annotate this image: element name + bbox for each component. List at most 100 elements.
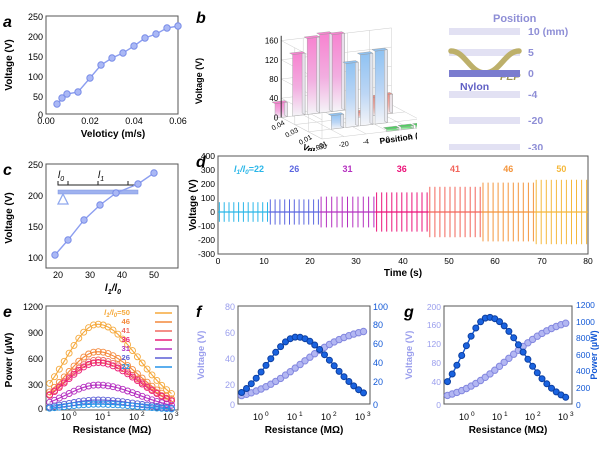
svg-text:0: 0 bbox=[265, 411, 269, 418]
svg-text:0: 0 bbox=[436, 400, 441, 410]
svg-text:10: 10 bbox=[525, 412, 535, 422]
svg-text:1: 1 bbox=[107, 411, 111, 418]
svg-text:100: 100 bbox=[28, 253, 43, 263]
svg-text:0.03: 0.03 bbox=[284, 127, 299, 140]
svg-text:l1: l1 bbox=[98, 170, 104, 183]
svg-text:10: 10 bbox=[95, 412, 105, 422]
svg-text:10: 10 bbox=[459, 412, 469, 422]
svg-text:40: 40 bbox=[398, 256, 408, 266]
svg-text:-20: -20 bbox=[338, 141, 349, 149]
svg-text:20: 20 bbox=[225, 380, 235, 390]
svg-text:l1/l0=22: l1/l0=22 bbox=[234, 164, 264, 176]
svg-text:10: 10 bbox=[61, 412, 71, 422]
svg-text:Voltage (V): Voltage (V) bbox=[188, 179, 199, 230]
svg-text:5: 5 bbox=[528, 47, 534, 59]
svg-text:1: 1 bbox=[504, 411, 508, 418]
svg-text:-4: -4 bbox=[528, 89, 537, 101]
svg-text:Time (s): Time (s) bbox=[384, 268, 422, 279]
svg-text:80: 80 bbox=[373, 320, 383, 330]
svg-text:50: 50 bbox=[444, 256, 454, 266]
svg-text:-30: -30 bbox=[528, 142, 543, 150]
svg-text:l1/l0: l1/l0 bbox=[105, 283, 121, 296]
svg-text:-300: -300 bbox=[198, 249, 215, 259]
svg-text:Position (mm): Position (mm) bbox=[379, 128, 417, 146]
svg-text:36: 36 bbox=[122, 335, 130, 344]
svg-text:40: 40 bbox=[225, 354, 235, 364]
svg-text:Position: Position bbox=[493, 13, 537, 25]
svg-text:80: 80 bbox=[583, 256, 593, 266]
svg-text:0: 0 bbox=[73, 411, 77, 418]
svg-text:10: 10 bbox=[492, 412, 502, 422]
svg-text:41: 41 bbox=[450, 164, 460, 174]
svg-text:46: 46 bbox=[503, 164, 513, 174]
svg-text:80: 80 bbox=[269, 75, 278, 84]
svg-text:50: 50 bbox=[33, 92, 43, 102]
svg-text:0: 0 bbox=[373, 400, 378, 410]
svg-text:Resistance (MΩ): Resistance (MΩ) bbox=[469, 425, 548, 436]
svg-text:Veloticy (m/s): Veloticy (m/s) bbox=[81, 129, 145, 140]
svg-text:20: 20 bbox=[373, 377, 383, 387]
svg-text:0: 0 bbox=[230, 400, 235, 410]
svg-text:0: 0 bbox=[216, 256, 221, 266]
svg-text:1200: 1200 bbox=[576, 300, 595, 310]
svg-text:60: 60 bbox=[373, 339, 383, 349]
svg-text:2: 2 bbox=[141, 411, 145, 418]
svg-text:Voltage (V): Voltage (V) bbox=[196, 331, 207, 380]
svg-text:200: 200 bbox=[28, 32, 43, 42]
svg-text:3: 3 bbox=[367, 411, 371, 418]
svg-text:120: 120 bbox=[265, 56, 279, 65]
svg-text:600: 600 bbox=[28, 354, 43, 364]
svg-text:10: 10 bbox=[253, 412, 263, 422]
svg-text:200: 200 bbox=[576, 383, 590, 393]
svg-text:40: 40 bbox=[117, 270, 127, 280]
svg-text:0.02: 0.02 bbox=[81, 116, 99, 126]
svg-text:10 (mm): 10 (mm) bbox=[528, 26, 568, 38]
svg-text:20: 20 bbox=[305, 256, 315, 266]
svg-text:70: 70 bbox=[537, 256, 547, 266]
svg-text:0: 0 bbox=[38, 404, 43, 414]
svg-text:50: 50 bbox=[149, 270, 159, 280]
svg-text:100: 100 bbox=[28, 72, 43, 82]
svg-text:10: 10 bbox=[163, 412, 173, 422]
svg-text:31: 31 bbox=[122, 344, 131, 353]
svg-text:200: 200 bbox=[427, 302, 441, 312]
svg-text:0: 0 bbox=[471, 411, 475, 418]
svg-text:Resistance (MΩ): Resistance (MΩ) bbox=[73, 425, 152, 436]
svg-text:10: 10 bbox=[129, 412, 139, 422]
svg-text:Voltage (V): Voltage (V) bbox=[404, 331, 415, 380]
svg-text:1200: 1200 bbox=[23, 302, 43, 312]
svg-text:Resistance (MΩ): Resistance (MΩ) bbox=[265, 425, 344, 436]
svg-text:Voltage (V): Voltage (V) bbox=[194, 58, 204, 104]
svg-text:30: 30 bbox=[351, 256, 361, 266]
svg-text:-20: -20 bbox=[528, 115, 543, 127]
svg-text:Power (µW): Power (µW) bbox=[4, 333, 15, 388]
svg-text:2: 2 bbox=[333, 411, 337, 418]
svg-text:26: 26 bbox=[122, 353, 130, 362]
svg-text:160: 160 bbox=[427, 320, 441, 330]
svg-text:150: 150 bbox=[28, 52, 43, 62]
svg-text:0: 0 bbox=[274, 113, 279, 122]
svg-text:160: 160 bbox=[265, 37, 279, 46]
svg-text:46: 46 bbox=[122, 317, 130, 326]
svg-text:0: 0 bbox=[576, 400, 581, 410]
svg-text:0: 0 bbox=[528, 68, 534, 80]
svg-text:60: 60 bbox=[490, 256, 500, 266]
svg-text:1: 1 bbox=[299, 411, 303, 418]
svg-text:22: 22 bbox=[122, 362, 130, 371]
svg-text:Power (µW): Power (µW) bbox=[589, 330, 599, 379]
svg-text:l0: l0 bbox=[58, 170, 64, 183]
svg-text:40: 40 bbox=[432, 377, 442, 387]
svg-text:26: 26 bbox=[289, 164, 299, 174]
svg-text:10: 10 bbox=[558, 412, 568, 422]
svg-text:100: 100 bbox=[201, 193, 215, 203]
svg-text:250: 250 bbox=[28, 160, 43, 170]
svg-text:100: 100 bbox=[373, 302, 388, 312]
svg-text:-200: -200 bbox=[198, 235, 215, 245]
svg-text:250: 250 bbox=[28, 12, 43, 22]
svg-text:300: 300 bbox=[28, 380, 43, 390]
svg-text:Voltage (V): Voltage (V) bbox=[4, 39, 15, 90]
svg-text:36: 36 bbox=[397, 164, 407, 174]
svg-text:300: 300 bbox=[201, 165, 215, 175]
svg-text:20: 20 bbox=[53, 270, 63, 280]
svg-text:200: 200 bbox=[28, 191, 43, 201]
